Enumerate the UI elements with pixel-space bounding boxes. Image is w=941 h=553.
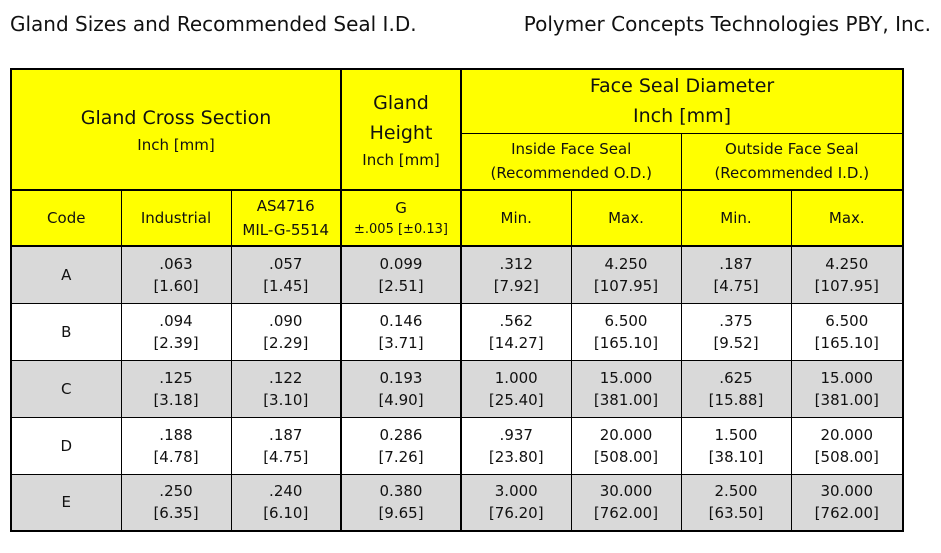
row-code: A xyxy=(10,245,122,304)
face-seal-diameter-header: Face Seal Diameter Inch [mm] xyxy=(460,68,904,134)
as4716-column-header: AS4716 MIL-G-5514 xyxy=(230,189,342,247)
code-column-header: Code xyxy=(10,189,122,247)
gland-cross-section-header: Gland Cross Section Inch [mm] xyxy=(10,68,342,191)
row-code: B xyxy=(10,302,122,361)
inside-max-column-header: Max. xyxy=(570,189,682,247)
outside-min-column-header: Min. xyxy=(680,189,792,247)
outside-max-value: 15.000 [381.00] xyxy=(790,359,904,418)
outside-max-value: 4.250 [107.95] xyxy=(790,245,904,304)
company-name: Polymer Concepts Technologies PBY, Inc. xyxy=(523,12,931,36)
as4716-value: .187 [4.75] xyxy=(230,416,342,475)
outside-max-value: 6.500 [165.10] xyxy=(790,302,904,361)
industrial-value: .063 [1.60] xyxy=(120,245,232,304)
table-row: A .063 [1.60] .057 [1.45] 0.099 [2.51] .312… xyxy=(10,245,904,304)
row-code: D xyxy=(10,416,122,475)
gland-height-value: 0.099 [2.51] xyxy=(340,245,462,304)
inside-min-value: 1.000 [25.40] xyxy=(460,359,572,418)
inside-max-value: 4.250 [107.95] xyxy=(570,245,682,304)
outside-min-value: .625 [15.88] xyxy=(680,359,792,418)
inside-min-value: .562 [14.27] xyxy=(460,302,572,361)
outside-min-value: 1.500 [38.10] xyxy=(680,416,792,475)
row-code: E xyxy=(10,473,122,532)
outside-max-value: 20.000 [508.00] xyxy=(790,416,904,475)
table-row: B .094 [2.39] .090 [2.29] 0.146 [3.71] .562… xyxy=(10,302,904,361)
table-row: C .125 [3.18] .122 [3.10] 0.193 [4.90] 1.00… xyxy=(10,359,904,418)
outside-min-value: .375 [9.52] xyxy=(680,302,792,361)
industrial-value: .094 [2.39] xyxy=(120,302,232,361)
inside-max-value: 20.000 [508.00] xyxy=(570,416,682,475)
inside-min-value: 3.000 [76.20] xyxy=(460,473,572,532)
inside-min-value: .937 [23.80] xyxy=(460,416,572,475)
inside-min-column-header: Min. xyxy=(460,189,572,247)
industrial-value: .125 [3.18] xyxy=(120,359,232,418)
inside-max-value: 30.000 [762.00] xyxy=(570,473,682,532)
table-row: D .188 [4.78] .187 [4.75] 0.286 [7.26] .937… xyxy=(10,416,904,475)
gland-height-header: Gland Height Inch [mm] xyxy=(340,68,462,191)
table-row: E .250 [6.35] .240 [6.10] 0.380 [9.65] 3.00… xyxy=(10,473,904,532)
inside-min-value: .312 [7.92] xyxy=(460,245,572,304)
inside-max-value: 15.000 [381.00] xyxy=(570,359,682,418)
gland-height-value: 0.146 [3.71] xyxy=(340,302,462,361)
outside-max-value: 30.000 [762.00] xyxy=(790,473,904,532)
outside-max-column-header: Max. xyxy=(790,189,904,247)
outside-min-value: 2.500 [63.50] xyxy=(680,473,792,532)
g-column-header: G ±.005 [±0.13] xyxy=(340,189,462,247)
document-title: Gland Sizes and Recommended Seal I.D. xyxy=(10,12,417,36)
inside-max-value: 6.500 [165.10] xyxy=(570,302,682,361)
gland-height-value: 0.193 [4.90] xyxy=(340,359,462,418)
inside-face-seal-header: Inside Face Seal (Recommended O.D.) xyxy=(460,132,682,191)
gland-height-value: 0.380 [9.65] xyxy=(340,473,462,532)
as4716-value: .090 [2.29] xyxy=(230,302,342,361)
row-code: C xyxy=(10,359,122,418)
as4716-value: .057 [1.45] xyxy=(230,245,342,304)
outside-min-value: .187 [4.75] xyxy=(680,245,792,304)
industrial-value: .188 [4.78] xyxy=(120,416,232,475)
gland-height-value: 0.286 [7.26] xyxy=(340,416,462,475)
industrial-value: .250 [6.35] xyxy=(120,473,232,532)
gland-sizes-table: Gland Cross Section Inch [mm] Gland Heig… xyxy=(10,68,905,532)
industrial-column-header: Industrial xyxy=(120,189,232,247)
as4716-value: .122 [3.10] xyxy=(230,359,342,418)
as4716-value: .240 [6.10] xyxy=(230,473,342,532)
outside-face-seal-header: Outside Face Seal (Recommended I.D.) xyxy=(680,132,904,191)
